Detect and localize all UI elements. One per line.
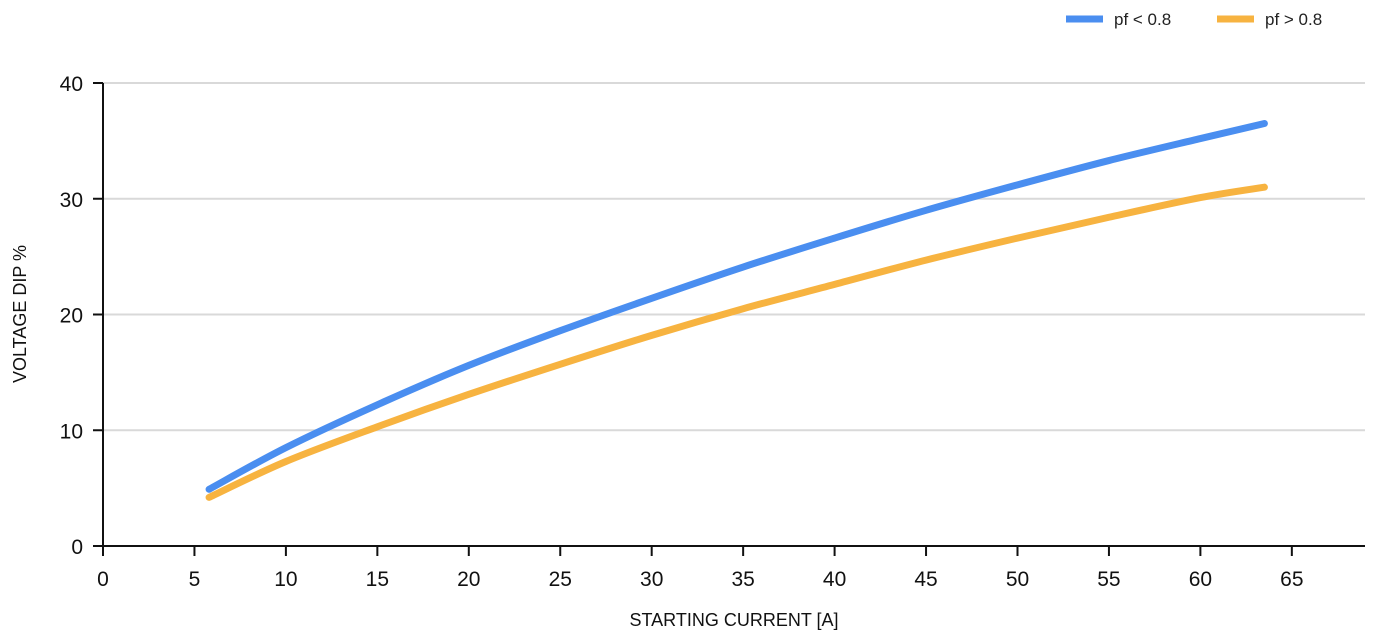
x-tick-label: 40: [823, 568, 846, 591]
series-line-pf-0-8: [205, 183, 1268, 501]
series-line-pf-0-8: [205, 120, 1268, 493]
x-tick-label: 20: [457, 568, 480, 591]
legend-label: pf > 0.8: [1265, 10, 1322, 29]
series-lines: [205, 120, 1268, 501]
grid-lines: [103, 82, 1365, 432]
x-tick-label: 15: [366, 568, 389, 591]
y-tick-label: 30: [60, 189, 83, 212]
x-tick-label: 35: [731, 568, 754, 591]
y-tick-label: 0: [71, 536, 83, 559]
x-tick-label: 25: [549, 568, 572, 591]
x-tick-label: 55: [1097, 568, 1120, 591]
x-tick-label: 0: [97, 568, 109, 591]
legend: pf < 0.8 pf > 0.8: [1066, 10, 1322, 29]
x-tick-label: 50: [1006, 568, 1029, 591]
x-tick-label: 65: [1280, 568, 1303, 591]
y-tick-label: 40: [60, 73, 83, 96]
x-tick-label: 10: [274, 568, 297, 591]
y-tick-label: 20: [60, 305, 83, 328]
legend-label: pf < 0.8: [1114, 10, 1171, 29]
y-axis-title: VOLTAGE DIP %: [10, 245, 30, 383]
x-tick-label: 5: [189, 568, 201, 591]
x-tick-label: 60: [1189, 568, 1212, 591]
y-tick-label: 10: [60, 420, 83, 443]
y-ticks: 0 10 20 30 40: [60, 73, 103, 559]
x-axis-title: STARTING CURRENT [A]: [629, 610, 838, 630]
x-ticks: 0 5 10 15 20 25 30 35 40 45 50 55 60 65: [97, 546, 1304, 591]
x-tick-label: 30: [640, 568, 663, 591]
x-tick-label: 45: [914, 568, 937, 591]
